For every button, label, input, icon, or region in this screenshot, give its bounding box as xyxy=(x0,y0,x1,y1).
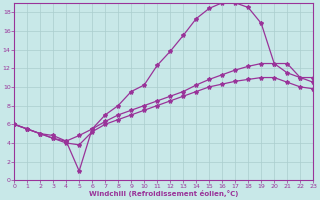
X-axis label: Windchill (Refroidissement éolien,°C): Windchill (Refroidissement éolien,°C) xyxy=(89,190,238,197)
